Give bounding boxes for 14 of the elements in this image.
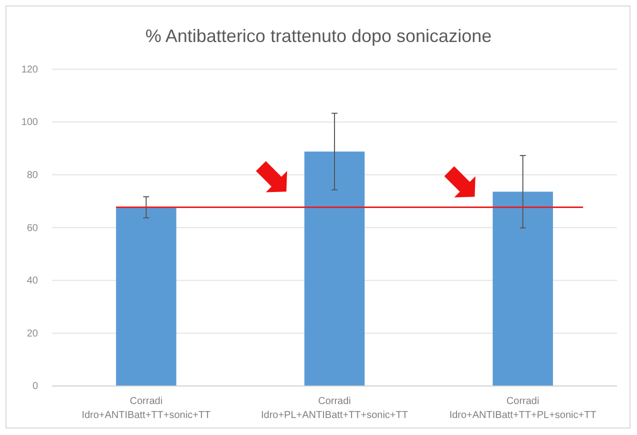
bar [492,192,553,386]
y-tick-label: 120 [21,64,38,76]
y-tick-label: 20 [26,328,38,340]
x-tick-label: Corradi Idro+ANTIBatt+TT+sonic+TT [82,396,211,421]
chart-title: % Antibatterico trattenuto dopo sonicazione [145,26,492,46]
y-tick-label: 100 [21,117,38,128]
y-tick-label: 60 [26,222,38,234]
x-tick-label: Corradi Idro+ANTIBatt+TT+PL+sonic+TT [449,396,596,421]
x-tick-label: Corradi Idro+PL+ANTIBatt+TT+sonic+TT [260,396,408,421]
y-tick-label: 0 [32,381,38,392]
bar [116,207,176,386]
bar [304,152,365,386]
y-tick-label: 80 [26,170,38,181]
y-tick-label: 40 [26,276,38,287]
